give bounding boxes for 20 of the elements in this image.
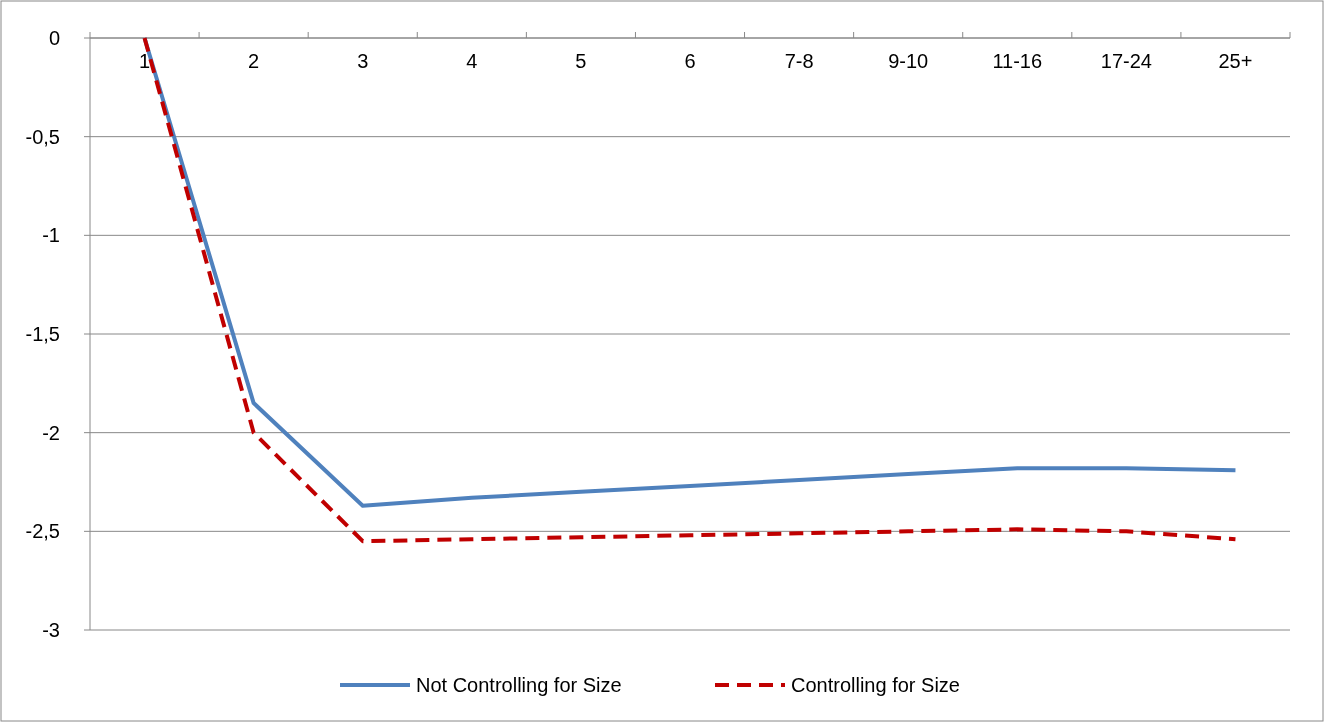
y-tick-label: -1,5 — [25, 323, 60, 345]
x-tick-label: 5 — [575, 50, 587, 72]
x-tick-label: 11-16 — [992, 50, 1043, 72]
x-tick-label: 9-10 — [888, 50, 929, 72]
x-tick-label: 6 — [684, 50, 696, 72]
y-tick-label: 0 — [48, 27, 60, 49]
legend-label: Not Controlling for Size — [416, 674, 622, 696]
y-tick-label: -2,5 — [25, 520, 60, 543]
x-tick-label: 2 — [248, 50, 260, 72]
y-tick-label: -0,5 — [25, 125, 60, 148]
y-tick-label: -2 — [42, 421, 60, 444]
y-tick-label: -3 — [42, 619, 60, 641]
x-tick-label: 4 — [466, 50, 478, 72]
y-tick-label: -1 — [42, 224, 60, 247]
x-tick-label: 1 — [138, 50, 151, 72]
x-tick-label: 3 — [357, 50, 369, 72]
x-tick-label: 17-24 — [1100, 50, 1152, 72]
legend-label: Controlling for Size — [791, 674, 960, 696]
x-tick-label: 7-8 — [784, 50, 814, 72]
x-tick-label: 25+ — [1218, 50, 1253, 72]
